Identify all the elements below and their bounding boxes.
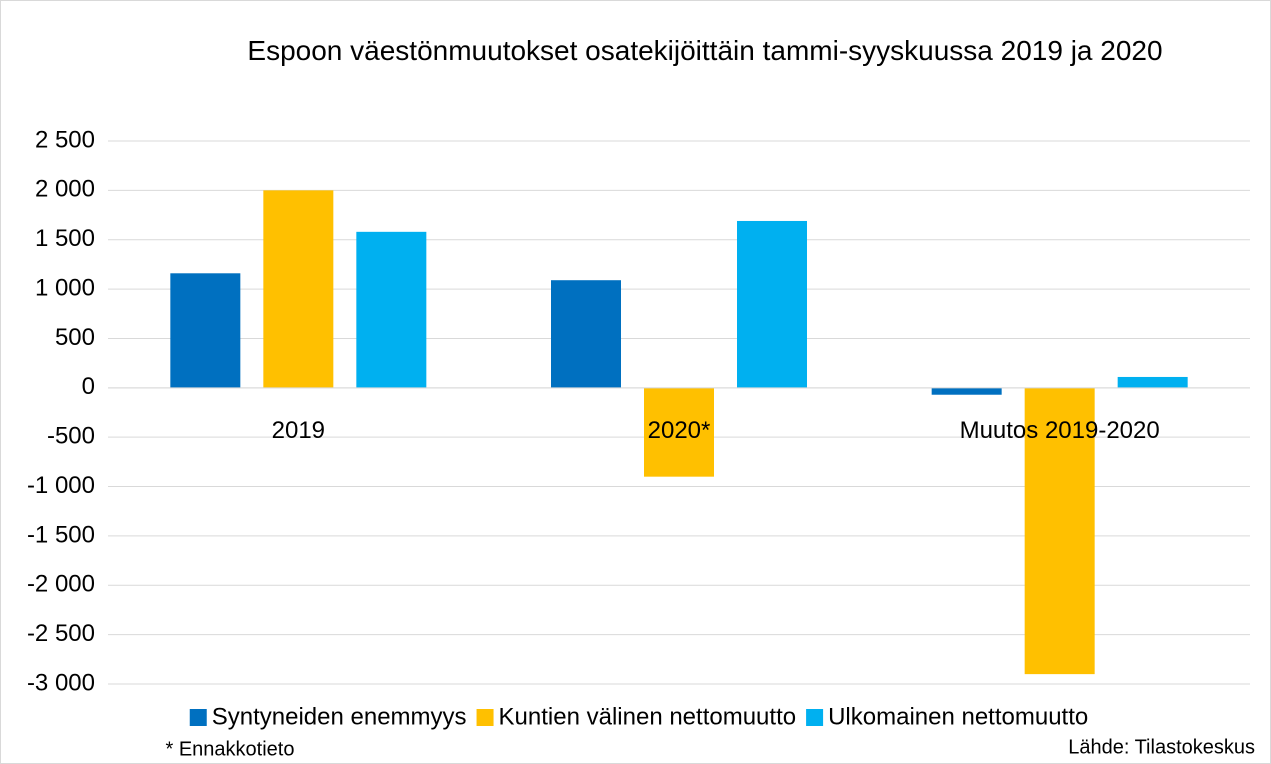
- y-tick-label: -500: [47, 423, 95, 450]
- x-tick-label: 2019: [272, 417, 325, 444]
- legend-label: Kuntien välinen nettomuutto: [499, 703, 797, 730]
- bar: [356, 231, 427, 388]
- legend-swatch: [806, 709, 824, 726]
- bar: [644, 387, 714, 477]
- y-tick-label: 500: [55, 324, 95, 351]
- y-tick-label: -2 000: [27, 571, 95, 598]
- bar: [931, 387, 1002, 395]
- y-tick-label: -2 500: [27, 620, 95, 647]
- y-tick-label: 1 000: [35, 274, 95, 301]
- y-tick-label: 1 500: [35, 225, 95, 252]
- chart-title: Espoon väestönmuutokset osatekijöittäin …: [247, 35, 1163, 66]
- bar: [1024, 387, 1095, 675]
- y-tick-label: 2 000: [35, 176, 95, 203]
- y-tick-label: -3 000: [27, 669, 95, 696]
- legend-label: Syntyneiden enemmyys: [212, 703, 467, 730]
- x-tick-label: 2020*: [648, 417, 711, 444]
- legend-label: Ulkomainen nettomuutto: [828, 703, 1088, 730]
- footnote: * Ennakkotieto: [166, 738, 295, 760]
- bar: [1117, 376, 1188, 388]
- y-tick-label: 0: [82, 373, 95, 400]
- bar: [737, 220, 807, 388]
- legend-swatch: [189, 709, 207, 726]
- y-tick-label: 2 500: [35, 126, 95, 153]
- legend-swatch: [476, 709, 494, 726]
- source-note: Lähde: Tilastokeskus: [1068, 736, 1255, 758]
- y-tick-label: -1 000: [27, 472, 95, 499]
- bar: [263, 190, 334, 388]
- y-tick-label: -1 500: [27, 521, 95, 548]
- bar: [170, 273, 241, 388]
- bar: [551, 280, 621, 388]
- x-tick-label: Muutos 2019-2020: [960, 417, 1160, 444]
